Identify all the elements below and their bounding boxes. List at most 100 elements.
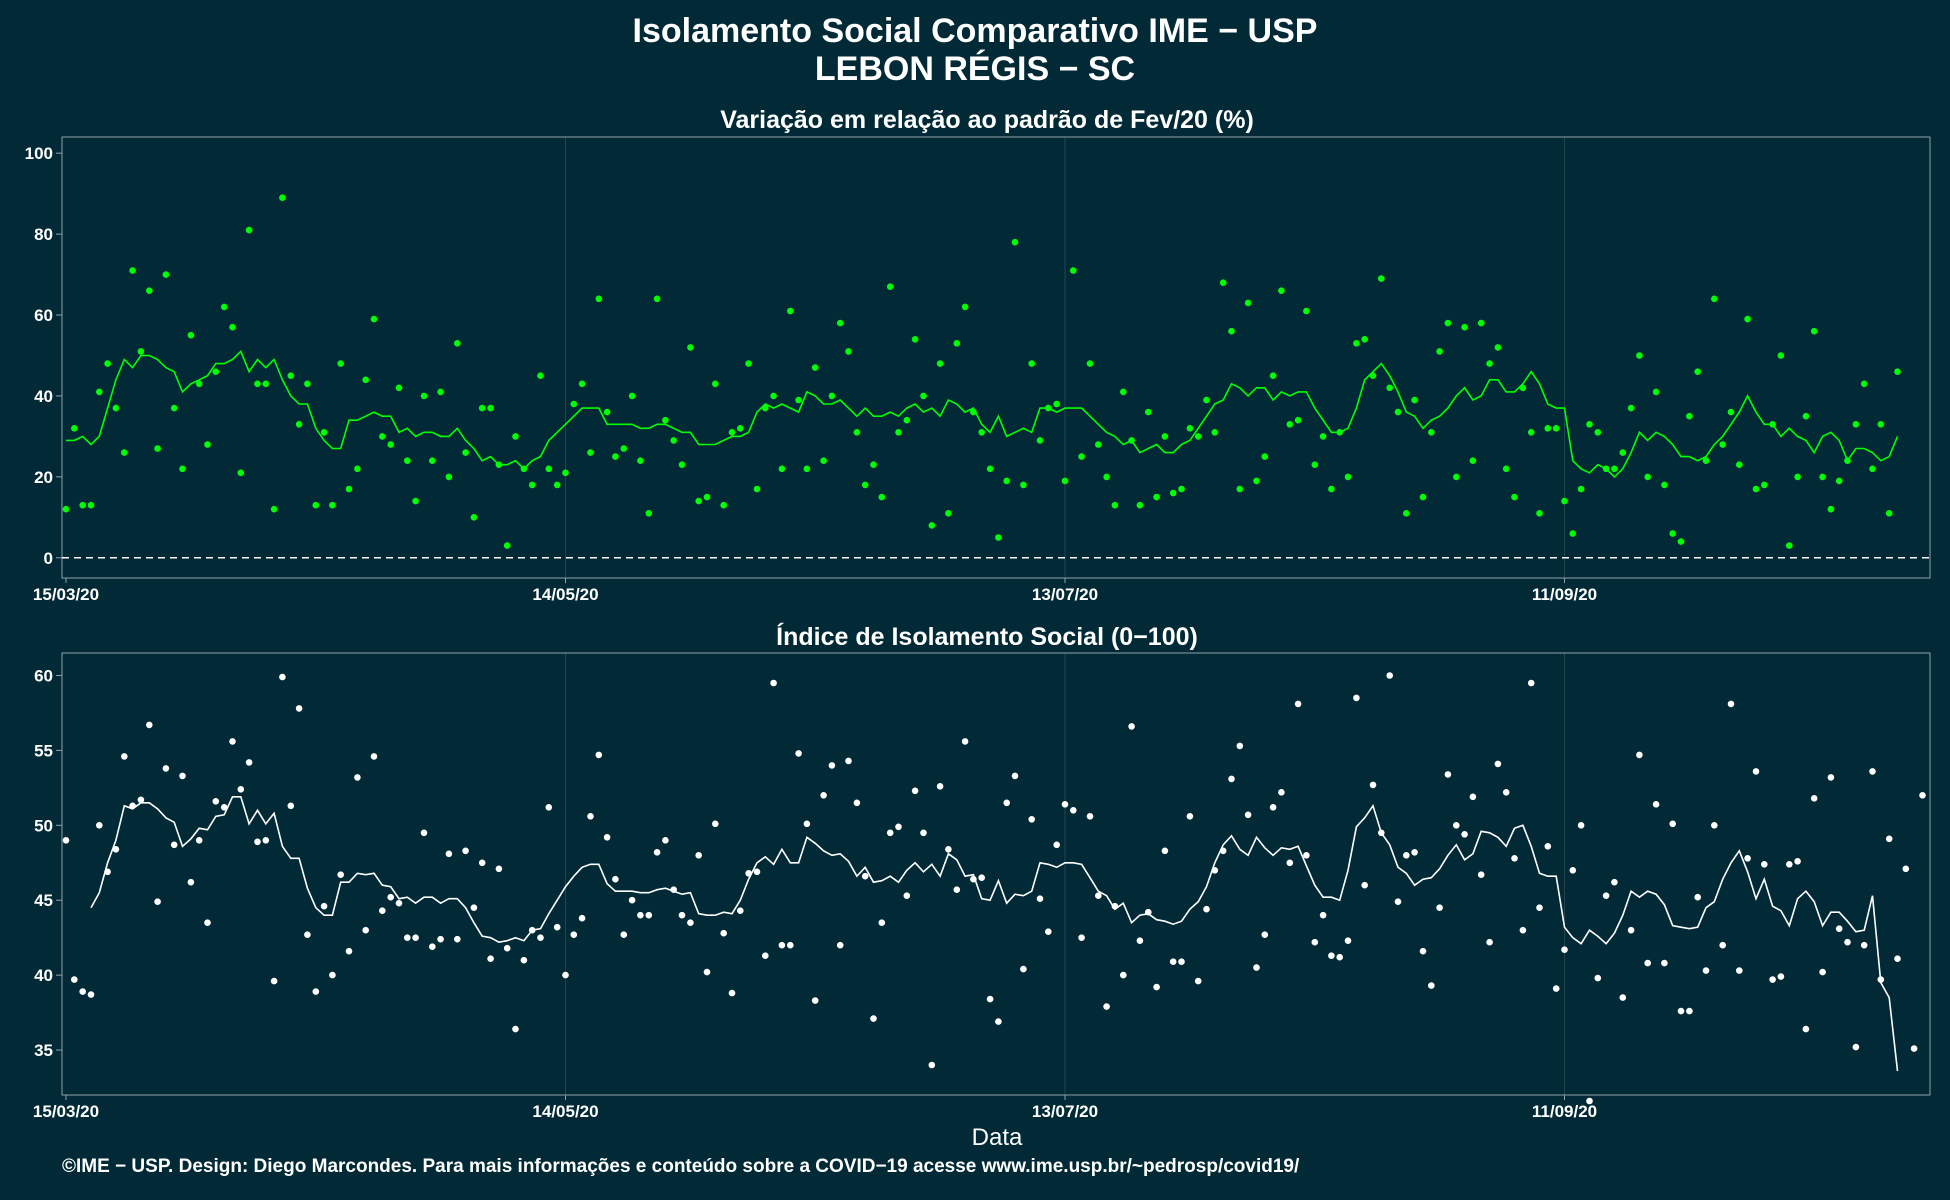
top-data-point <box>953 340 961 347</box>
bottom-data-point <box>1120 971 1127 979</box>
top-data-point <box>1752 485 1760 493</box>
top-data-point <box>1877 421 1885 428</box>
top-data-point <box>1411 396 1418 404</box>
top-data-point <box>1636 352 1643 359</box>
bottom-data-point <box>1011 772 1019 780</box>
top-data-point <box>1419 493 1427 501</box>
bottom-data-point <box>1311 938 1319 946</box>
top-data-point <box>562 469 569 477</box>
bottom-data-point <box>62 837 70 844</box>
top-data-point <box>354 465 361 473</box>
bottom-data-point <box>1869 768 1876 775</box>
bottom-data-point <box>1411 849 1418 856</box>
top-data-point <box>1761 481 1768 489</box>
top-data-point <box>845 348 852 355</box>
top-data-point <box>703 493 711 501</box>
top-data-point <box>537 372 544 380</box>
bottom-data-point <box>1269 804 1277 811</box>
bottom-data-point <box>595 751 603 759</box>
top-data-point <box>1319 433 1327 440</box>
bottom-data-point <box>1727 700 1735 708</box>
top-data-point <box>487 404 494 412</box>
top-data-point <box>995 534 1002 541</box>
top-data-point <box>1178 485 1185 493</box>
bottom-data-point <box>945 846 952 853</box>
bottom-data-point <box>1070 807 1077 814</box>
top-ytick-label: 80 <box>34 225 53 244</box>
bottom-data-point <box>1394 898 1402 905</box>
bottom-data-point <box>470 904 478 911</box>
top-data-point <box>712 380 719 388</box>
top-data-point <box>545 465 553 473</box>
bottom-data-point <box>1611 878 1618 886</box>
bottom-data-point <box>1103 1003 1110 1010</box>
top-data-point <box>1219 279 1227 287</box>
bottom-data-point <box>920 829 927 837</box>
bottom-data-point <box>154 898 161 905</box>
bottom-data-point <box>1378 829 1385 837</box>
top-data-point <box>1145 408 1152 416</box>
top-data-point <box>936 360 944 367</box>
top-data-point <box>162 271 170 278</box>
bottom-data-point <box>878 919 886 926</box>
top-data-point <box>1619 449 1627 456</box>
top-data-point <box>1086 360 1094 367</box>
top-xtick-label: 13/07/20 <box>1032 585 1098 604</box>
bottom-data-point <box>1752 768 1760 775</box>
top-data-point <box>96 388 103 396</box>
top-data-point <box>362 376 370 384</box>
bottom-data-point <box>587 813 594 820</box>
bottom-data-point <box>1835 925 1843 932</box>
bottom-data-point <box>562 971 569 979</box>
bottom-data-point <box>687 919 694 926</box>
top-data-point <box>254 380 261 388</box>
bottom-data-point <box>720 929 727 937</box>
bottom-data-point <box>1594 974 1602 982</box>
bottom-data-point <box>820 792 827 799</box>
top-data-point <box>1869 465 1876 473</box>
bottom-data-point <box>420 829 428 837</box>
top-data-point <box>404 457 411 465</box>
bottom-data-point <box>1602 892 1610 899</box>
top-moving-average-line <box>66 349 1899 479</box>
top-data-point <box>204 441 211 448</box>
bottom-data-point <box>212 798 220 805</box>
bottom-data-point <box>1319 911 1327 919</box>
top-data-point <box>1261 453 1269 460</box>
bottom-data-point <box>1744 855 1751 862</box>
top-data-point <box>1369 372 1377 380</box>
bottom-data-point <box>1711 822 1718 829</box>
bottom-data-point <box>795 750 802 757</box>
top-data-point <box>745 360 752 367</box>
top-data-point <box>528 481 536 489</box>
bottom-data-point <box>936 783 944 790</box>
bottom-data-point <box>1919 792 1926 799</box>
top-data-point <box>762 404 769 412</box>
bottom-data-point <box>1686 1007 1693 1015</box>
bottom-data-point <box>953 886 961 893</box>
bottom-data-point <box>828 762 836 769</box>
top-data-point <box>928 522 936 529</box>
bottom-data-point <box>928 1061 936 1069</box>
bottom-data-point <box>1036 895 1044 902</box>
top-data-point <box>79 501 86 509</box>
top-data-point <box>1136 501 1144 509</box>
top-data-point <box>420 392 428 400</box>
bottom-data-point <box>395 899 403 907</box>
top-data-point <box>920 392 927 400</box>
bottom-data-point <box>1278 789 1285 796</box>
bottom-data-point <box>387 893 395 901</box>
bottom-data-point <box>503 944 511 952</box>
bottom-data-point <box>1810 795 1818 802</box>
top-data-point <box>778 465 786 473</box>
top-data-point <box>1286 421 1294 428</box>
bottom-data-point <box>911 787 919 795</box>
top-data-point <box>1120 388 1127 396</box>
top-data-point <box>637 457 644 465</box>
top-data-point <box>1394 408 1402 416</box>
top-data-point <box>1186 425 1194 432</box>
top-xtick-label: 11/09/20 <box>1532 585 1597 604</box>
bottom-data-point <box>478 859 486 867</box>
bottom-ytick-label: 50 <box>34 816 53 835</box>
